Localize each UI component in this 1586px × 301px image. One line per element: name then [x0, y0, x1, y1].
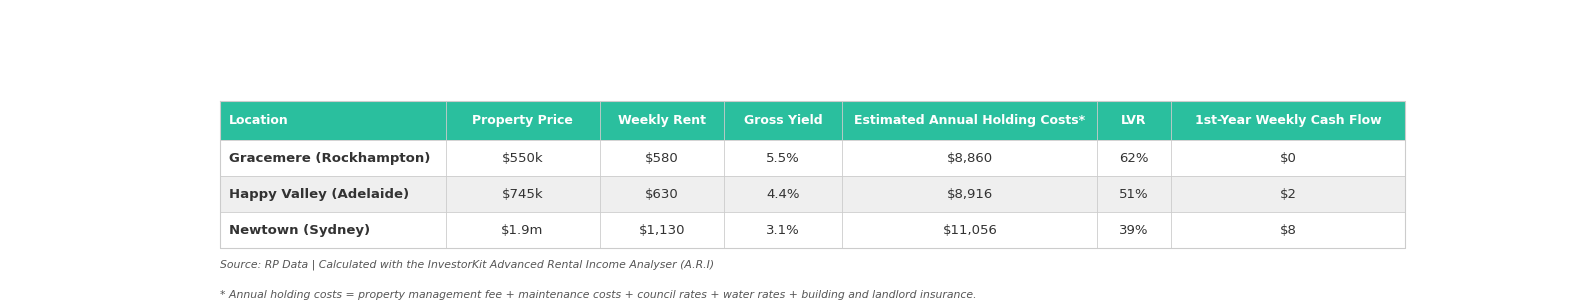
Text: LVR: LVR: [1121, 114, 1147, 127]
Text: 5.5%: 5.5%: [766, 152, 799, 165]
Text: $8,860: $8,860: [947, 152, 993, 165]
Text: Source: RP Data | Calculated with the InvestorKit Advanced Rental Income Analyse: Source: RP Data | Calculated with the In…: [220, 260, 715, 270]
Text: $11,056: $11,056: [942, 224, 998, 237]
Text: $1.9m: $1.9m: [501, 224, 544, 237]
Text: 3.1%: 3.1%: [766, 224, 799, 237]
Text: $8: $8: [1280, 224, 1296, 237]
Text: Happy Valley (Adelaide): Happy Valley (Adelaide): [228, 188, 409, 201]
Text: $550k: $550k: [501, 152, 544, 165]
Text: $1,130: $1,130: [639, 224, 685, 237]
Bar: [723, 101, 842, 141]
Text: Weekly Rent: Weekly Rent: [619, 114, 706, 127]
Text: Property Price: Property Price: [473, 114, 573, 127]
Text: $630: $630: [646, 188, 679, 201]
Text: $2: $2: [1280, 188, 1296, 201]
Text: Newtown (Sydney): Newtown (Sydney): [228, 224, 370, 237]
Text: $580: $580: [646, 152, 679, 165]
Text: Gross Yield: Gross Yield: [744, 114, 823, 127]
Text: 62%: 62%: [1120, 152, 1148, 165]
Text: Estimated Annual Holding Costs*: Estimated Annual Holding Costs*: [855, 114, 1085, 127]
Text: 1st-Year Weekly Cash Flow: 1st-Year Weekly Cash Flow: [1194, 114, 1381, 127]
Text: 51%: 51%: [1120, 188, 1148, 201]
Text: 39%: 39%: [1120, 224, 1148, 237]
Text: Location: Location: [228, 114, 289, 127]
Text: * Annual holding costs = property management fee + maintenance costs + council r: * Annual holding costs = property manage…: [220, 290, 977, 300]
Text: $8,916: $8,916: [947, 188, 993, 201]
Bar: [1098, 101, 1170, 141]
Text: $0: $0: [1280, 152, 1296, 165]
Text: $745k: $745k: [501, 188, 544, 201]
Text: 4.4%: 4.4%: [766, 188, 799, 201]
Text: Gracemere (Rockhampton): Gracemere (Rockhampton): [228, 152, 430, 165]
